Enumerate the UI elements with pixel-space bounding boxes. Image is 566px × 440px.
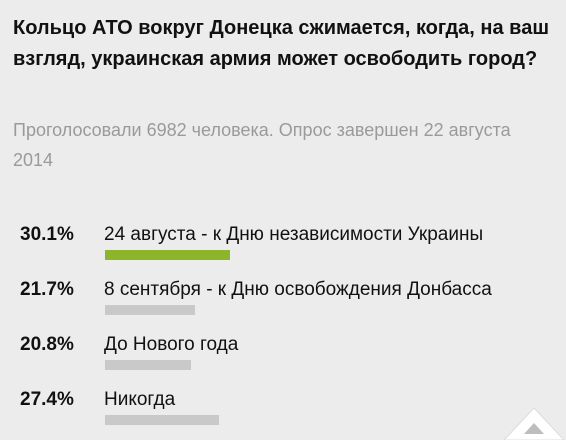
option-label: До Нового года	[104, 334, 239, 355]
option-bar-track	[105, 250, 517, 260]
option-bar	[105, 360, 191, 370]
option-percent: 21.7%	[20, 279, 74, 300]
poll-question: Кольцо АТО вокруг Донецка сжимается, ког…	[13, 17, 549, 70]
option-label: Никогда	[104, 389, 176, 410]
poll-option: 27.4% Никогда	[0, 388, 566, 438]
poll-option: 30.1% 24 августа - к Дню независимости У…	[0, 223, 566, 273]
option-percent: 20.8%	[20, 334, 74, 355]
poll-status: Проголосовали 6982 человека. Опрос завер…	[13, 120, 511, 170]
option-percent: 30.1%	[20, 224, 74, 245]
option-bar-track	[105, 305, 517, 315]
option-bar	[105, 250, 230, 260]
poll-option: 21.7% 8 сентября - к Дню освобождения До…	[0, 278, 566, 328]
option-bar	[105, 415, 219, 425]
option-bar-track	[105, 415, 517, 425]
option-bar	[105, 305, 195, 315]
scroll-up-icon[interactable]	[502, 404, 566, 440]
poll-option: 20.8% До Нового года	[0, 333, 566, 383]
option-label: 24 августа - к Дню независимости Украины	[104, 224, 484, 245]
option-percent: 27.4%	[20, 389, 74, 410]
option-bar-track	[105, 360, 517, 370]
option-label: 8 сентября - к Дню освобождения Донбасса	[104, 279, 492, 300]
